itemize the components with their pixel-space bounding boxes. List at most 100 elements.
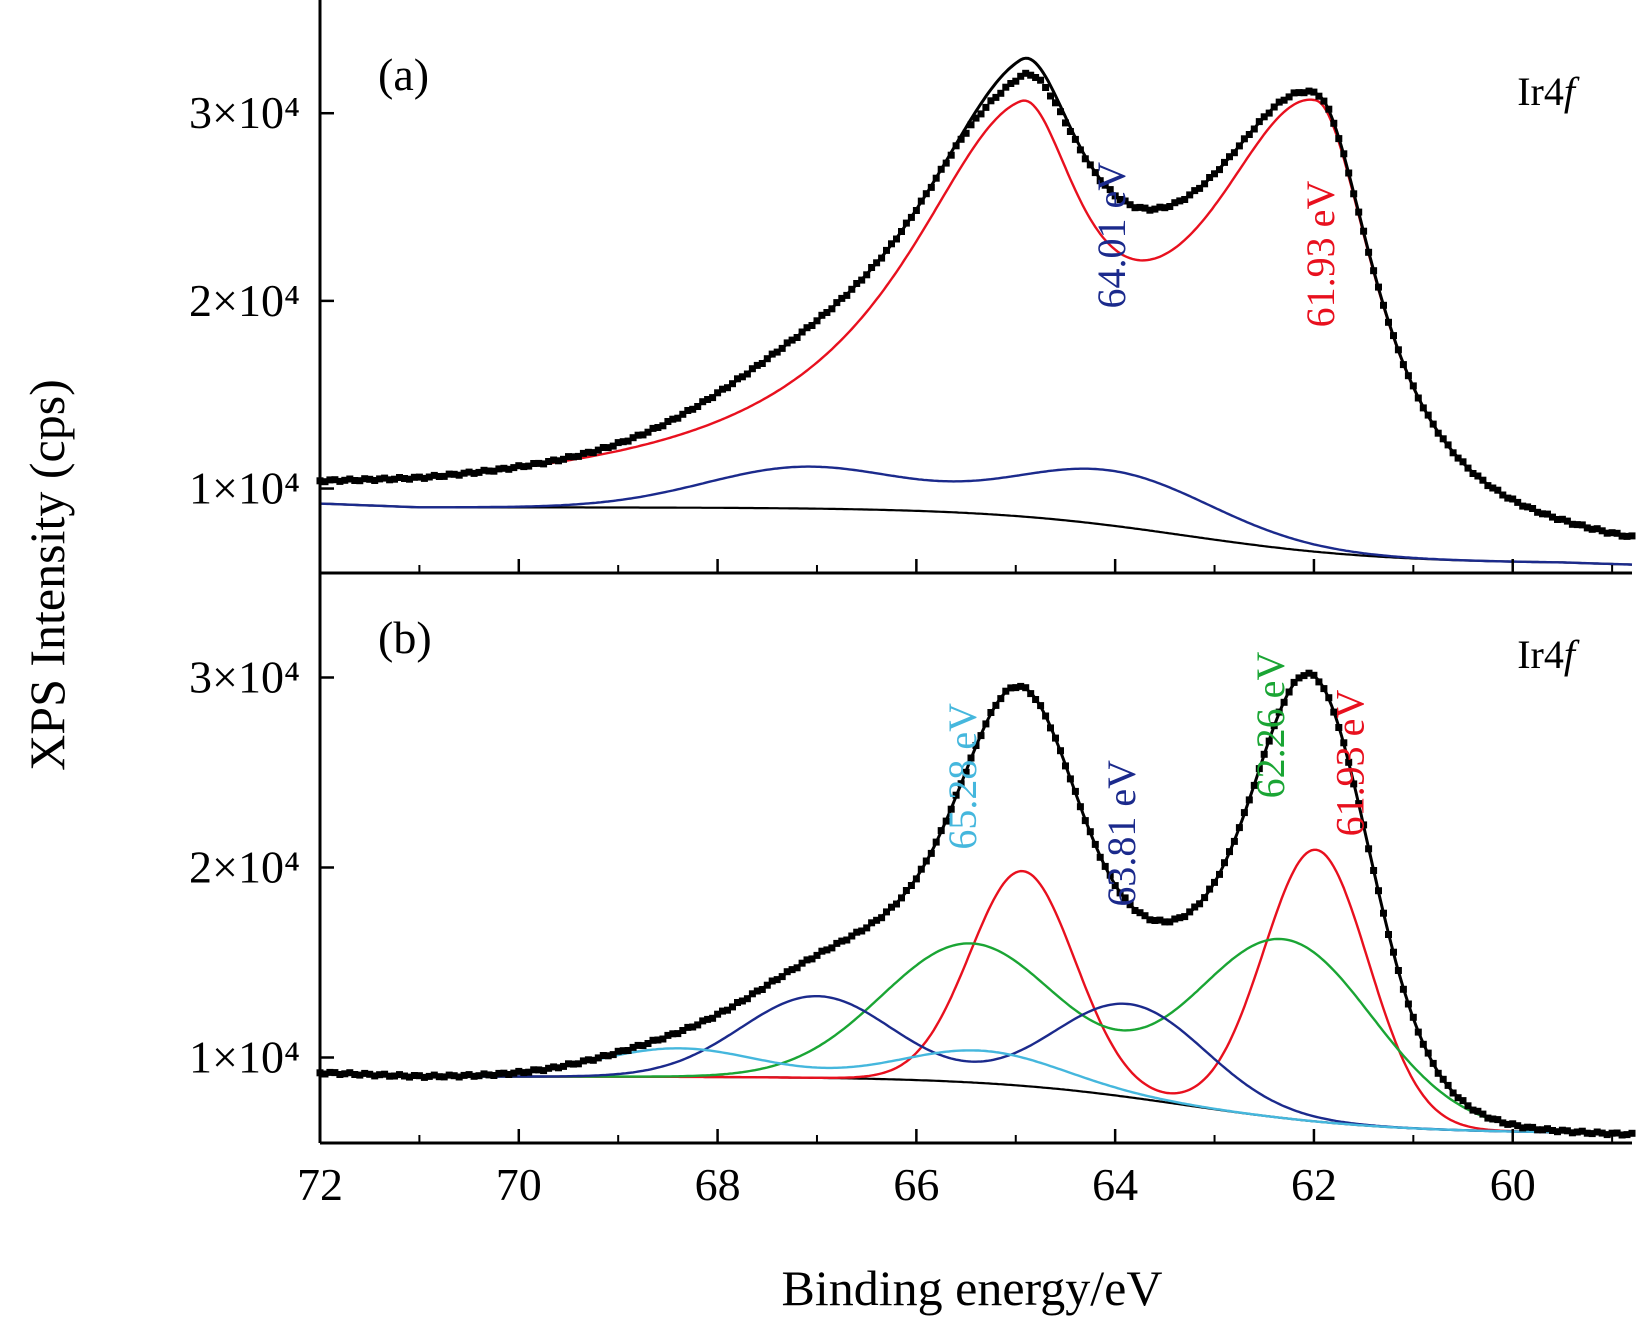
data-point [1330,708,1338,716]
data-point [843,291,851,299]
data-point [1166,918,1174,926]
data-point [1270,722,1278,730]
data-point [1106,871,1114,879]
data-point [773,348,781,356]
data-point [1424,411,1432,419]
data-point [594,1054,602,1062]
data-point [977,732,985,740]
data-point [1151,917,1159,924]
data-point [1623,532,1631,540]
data-point [1598,527,1606,535]
data-point [1365,248,1373,256]
data-point [1409,1013,1417,1021]
data-point [440,472,448,480]
data-point [1484,1114,1492,1122]
data-point [1017,682,1025,690]
data-point [1429,420,1437,428]
data-point [639,1042,647,1050]
data-point [768,350,776,358]
data-point [1628,532,1636,540]
data-point [1394,346,1402,354]
data-point [450,1072,458,1080]
panel-label: (b) [378,612,432,663]
data-point [1230,837,1238,845]
data-point [1141,204,1149,212]
data-point [1211,878,1218,886]
data-point [952,791,960,799]
data-point [1474,472,1482,480]
data-point [1196,184,1204,192]
core-level-label: Ir4f [1517,632,1580,677]
data-point [589,1056,597,1064]
data-point [778,344,786,352]
data-point [1250,125,1258,133]
data-point [669,415,677,423]
data-point [1583,524,1591,532]
data-point [689,1023,697,1031]
data-point [987,709,995,716]
data-point [1568,1129,1576,1137]
data-point [1116,889,1124,897]
data-point [1047,92,1054,100]
data-point [565,1060,572,1068]
data-point [574,452,582,460]
data-point [1439,1075,1447,1083]
data-point [545,1064,553,1072]
peak-label-navy: 64.01 eV [1089,162,1134,309]
data-point [520,1069,528,1077]
data-point [1375,887,1382,895]
data-point [962,129,970,137]
data-point [1494,1116,1502,1124]
data-point [599,1052,607,1059]
data-point [664,1031,672,1039]
data-point [470,469,478,477]
data-point [738,997,746,1005]
data-point [1583,1129,1591,1137]
y-tick-label: 2×10⁴ [189,275,300,326]
data-point [321,1070,329,1078]
data-point [1181,196,1189,203]
data-point [525,462,533,470]
data-point [341,476,349,484]
data-point [932,838,940,846]
data-point [1315,678,1323,686]
y-tick-label: 3×10⁴ [189,652,300,703]
data-point [669,1030,677,1038]
data-point [1221,859,1228,867]
data-point [659,422,667,430]
data-point [843,936,851,944]
data-point [788,966,796,974]
data-point [361,1069,369,1077]
data-point [932,174,940,182]
data-point [589,449,597,457]
data-point [1429,1059,1437,1067]
data-point [1032,74,1040,81]
data-point [381,474,389,482]
data-point [1066,775,1074,783]
data-point [699,398,707,406]
data-point [440,1073,448,1081]
data-point [714,1010,722,1018]
data-point [952,142,960,150]
data-point [371,1072,379,1080]
data-point [694,1021,702,1029]
data-point [878,914,886,922]
data-point [1022,69,1030,77]
data-point [1489,1115,1497,1123]
data-point [1275,98,1283,106]
data-point [1156,916,1164,924]
data-point [917,865,925,873]
data-point [743,995,751,1003]
axes-frame [318,0,1632,1145]
data-point [1280,698,1288,706]
data-point [1295,674,1303,682]
data-point [1245,131,1253,138]
data-point [391,475,398,483]
data-point [1593,525,1601,533]
data-point [917,197,925,205]
data-point [1226,153,1233,161]
data-point [1181,913,1189,921]
data-point [465,1071,473,1079]
data-point [1563,1127,1571,1135]
data-point [922,857,930,865]
